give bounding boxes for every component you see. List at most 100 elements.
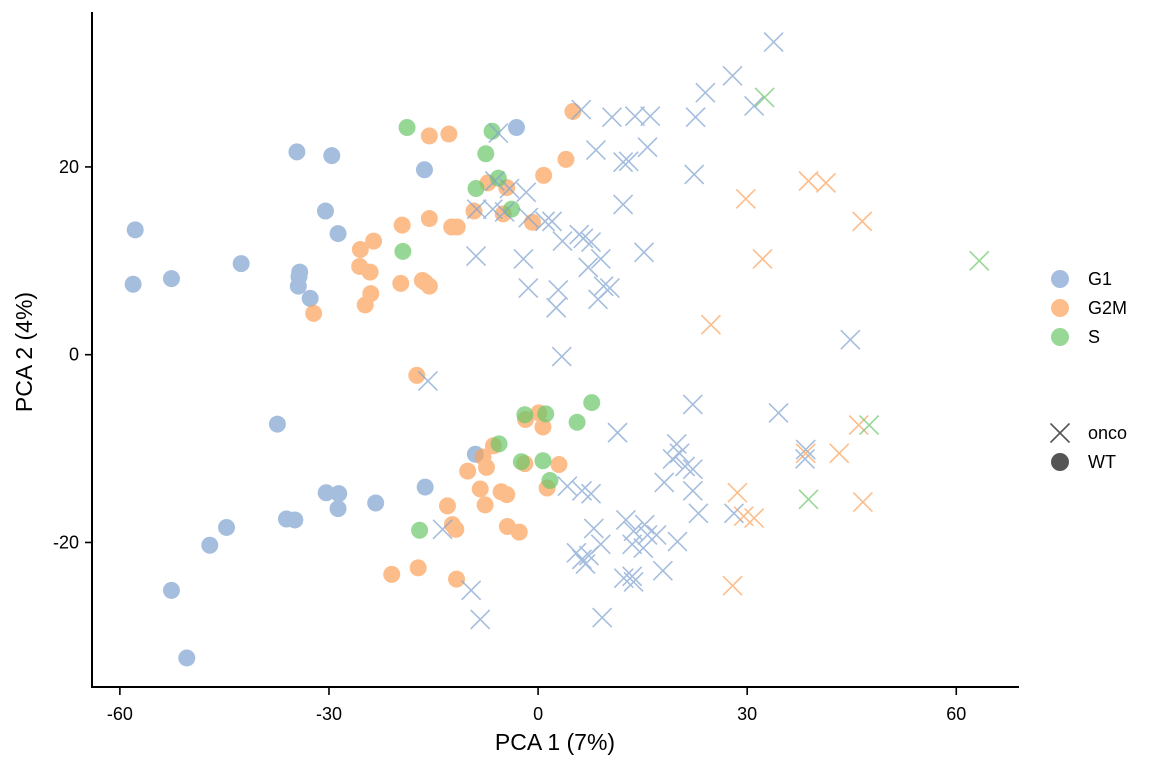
data-point [535,166,553,184]
data-point [859,415,880,436]
data-point [583,518,604,539]
legend-key-G2M [1051,299,1069,317]
data-point [466,199,487,220]
data-point [722,65,743,86]
data-point [852,211,873,232]
data-point [124,275,142,293]
data-point [601,107,623,128]
data-point [675,456,696,477]
data-point [534,452,552,470]
data-point [667,531,688,552]
data-point [848,415,869,436]
data-point [470,609,491,630]
data-point [580,231,602,253]
x-tick-label: 60 [946,704,966,724]
data-point [447,520,465,538]
data-point [752,248,773,269]
data-point [329,500,347,518]
x-axis-title: PCA 1 (7%) [495,729,615,755]
data-point [507,118,525,136]
data-point [488,123,509,144]
data-point [682,394,703,415]
points-layer [124,31,990,667]
legend-key-onco [1049,422,1071,444]
data-point [467,180,485,198]
y-ticks: -20 0 20 [53,157,92,552]
data-point [490,435,508,453]
data-point [499,178,520,199]
data-point [288,143,306,161]
data-point [416,478,434,496]
data-point [840,329,861,350]
data-point [571,549,593,570]
data-point [685,107,706,128]
y-tick-label: 0 [69,345,79,365]
y-tick-label: -20 [53,532,79,552]
data-point [411,521,429,539]
data-point [700,314,721,335]
data-point [329,225,347,243]
data-point [394,242,412,260]
data-point [768,402,789,423]
data-point [477,145,495,163]
data-point [367,494,385,512]
data-point [503,200,521,218]
data-point [744,507,765,529]
series-G2M-WT [305,103,582,588]
data-point [162,581,180,599]
data-point [969,250,990,271]
data-point [417,370,439,392]
series-S-onco [754,87,990,510]
data-point [552,231,573,252]
data-point [546,297,567,318]
data-point [356,296,374,314]
data-point [613,152,634,173]
data-point [633,242,655,263]
data-point [459,462,477,480]
legend-label-WT: WT [1088,452,1116,472]
data-point [432,519,453,540]
data-point [580,483,602,504]
data-point [330,485,348,503]
data-point [201,536,219,554]
data-point [852,492,873,513]
data-point [383,565,401,583]
data-point [498,486,516,504]
x-tick-label: 0 [533,704,543,724]
data-point [613,194,634,215]
data-point [564,103,582,121]
data-point [662,448,683,469]
data-point [829,443,850,464]
legend-key-WT [1051,453,1069,471]
data-point [795,439,816,460]
data-point [682,480,703,501]
data-point [622,566,643,587]
data-point [722,575,743,596]
data-point [795,443,816,464]
data-point [654,472,675,493]
data-point [637,137,658,158]
data-point [575,554,596,575]
series-G1-onco [417,31,861,630]
data-point [754,87,775,108]
data-point [448,218,466,236]
x-tick-label: -60 [107,704,133,724]
data-point [232,255,250,273]
data-point [593,276,614,297]
data-point [578,257,599,278]
data-point [695,82,716,103]
data-point [477,458,495,476]
data-point [471,480,489,498]
series-G1-WT [124,118,525,667]
data-point [494,201,515,223]
data-point [448,570,466,588]
data-point [568,413,586,431]
data-point [550,456,568,474]
data-point [798,170,819,192]
legend-color: G1 G2M S [1051,269,1127,347]
data-point [534,211,556,232]
data-point [798,489,819,510]
data-point [534,418,552,436]
data-point [623,521,644,542]
data-point [461,580,482,601]
